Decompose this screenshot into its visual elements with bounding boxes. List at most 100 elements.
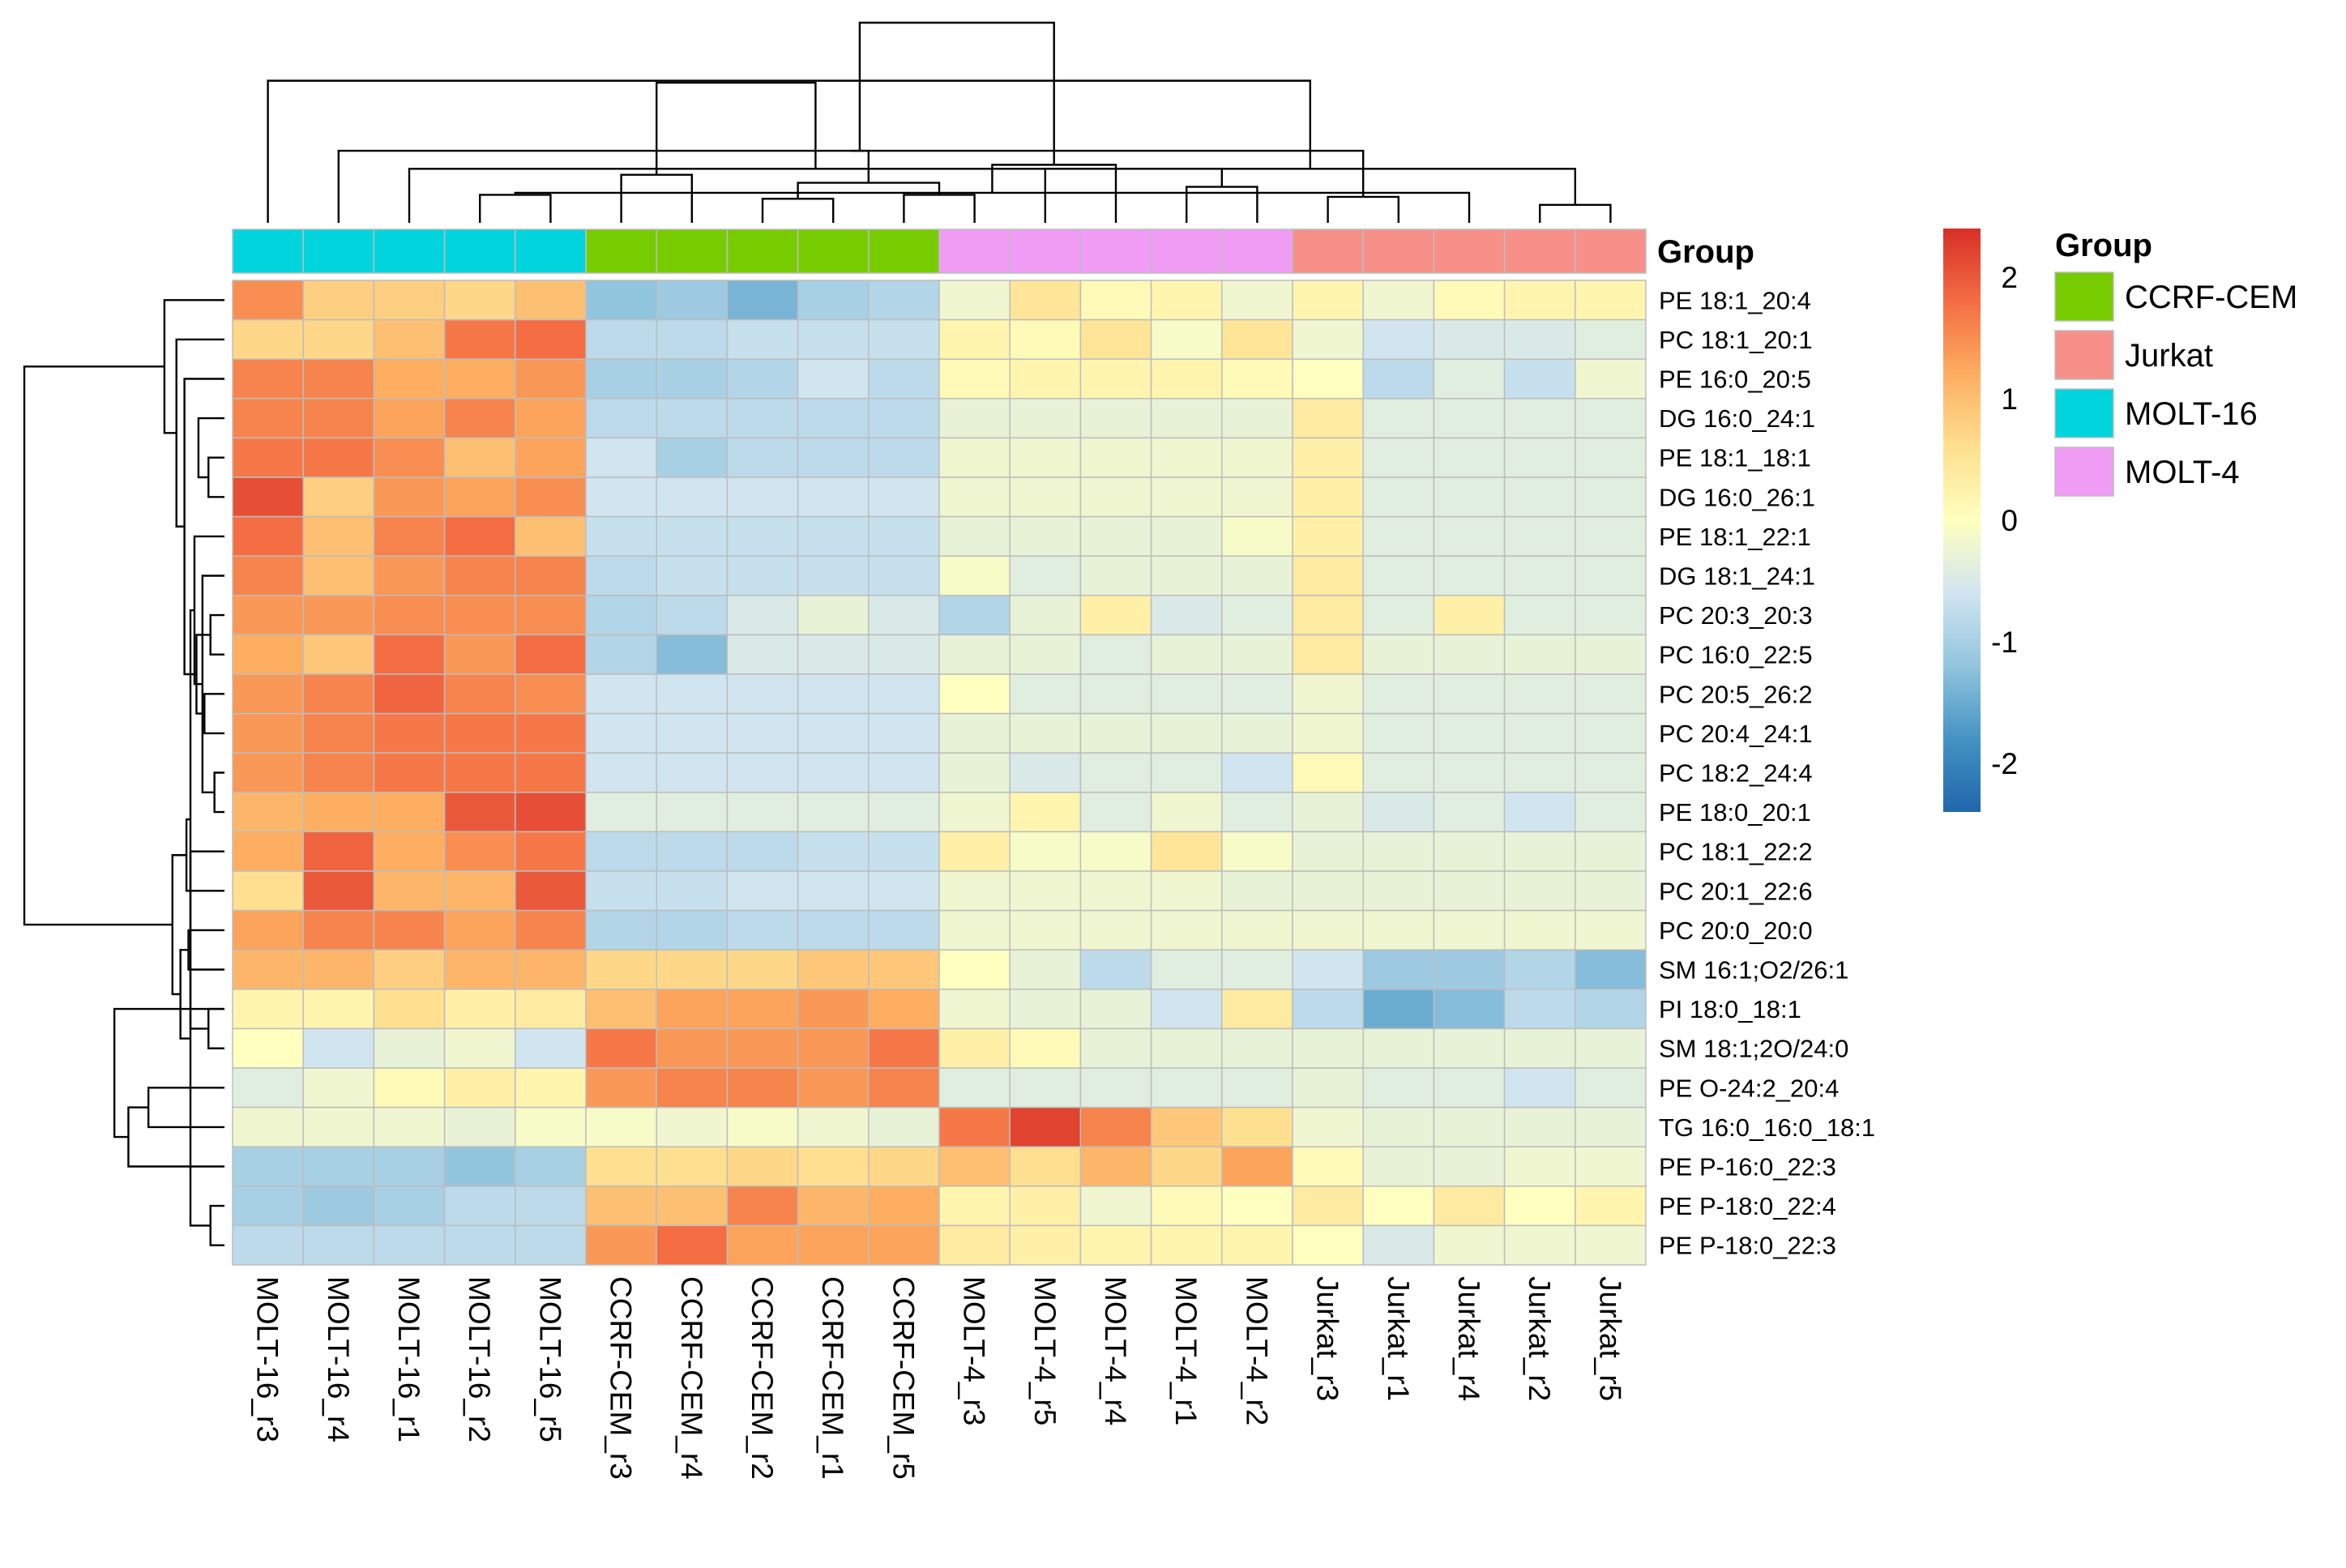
heatmap-cell <box>726 792 799 833</box>
heatmap-cell <box>443 1067 516 1109</box>
heatmap-cell <box>868 792 940 833</box>
heatmap-cell <box>1150 870 1223 912</box>
heatmap-cell <box>585 831 657 872</box>
heatmap-cell <box>797 1028 870 1069</box>
heatmap-cell <box>868 870 940 912</box>
heatmap-cell <box>868 358 940 399</box>
heatmap-cell <box>656 712 729 754</box>
heatmap-cell <box>515 712 587 754</box>
heatmap-cell <box>232 398 304 439</box>
heatmap-cell <box>1362 1224 1435 1266</box>
heatmap-cell <box>726 634 799 675</box>
heatmap-cell <box>1575 831 1647 872</box>
color-scale-tick-label: 2 <box>2001 261 2018 294</box>
heatmap-cell <box>1009 752 1082 793</box>
heatmap-cell <box>373 476 446 518</box>
heatmap-cell <box>868 712 940 754</box>
heatmap-cell <box>1009 280 1082 321</box>
group-annotation-cell <box>302 229 375 274</box>
heatmap-cell <box>1503 476 1576 518</box>
heatmap-cell <box>1575 318 1647 360</box>
heatmap-cell <box>302 792 375 833</box>
heatmap-cell <box>1433 595 1506 636</box>
heatmap-cell <box>1150 280 1223 321</box>
group-legend-label: MOLT-4 <box>2125 455 2240 490</box>
dendrogram-branch <box>991 164 1117 223</box>
heatmap-cell <box>1292 792 1364 833</box>
heatmap-cell <box>302 870 375 912</box>
column-label: Jurkat_r3 <box>1311 1276 1344 1401</box>
heatmap-cell <box>1362 712 1435 754</box>
heatmap-cell <box>1575 712 1647 754</box>
heatmap-cell <box>726 949 799 990</box>
group-annotation-bar <box>232 229 1647 274</box>
heatmap-cell <box>232 634 304 675</box>
heatmap-cell <box>515 555 587 596</box>
heatmap-cell <box>585 476 657 518</box>
heatmap-cell <box>656 752 729 793</box>
heatmap-cell <box>443 989 516 1030</box>
heatmap-cell <box>443 595 516 636</box>
heatmap-cell <box>302 358 375 399</box>
heatmap-cell <box>938 909 1011 951</box>
heatmap-cell <box>656 1186 729 1227</box>
dendrogram-branch <box>209 1204 224 1246</box>
heatmap-cell <box>1575 1224 1647 1266</box>
dendrogram-branch <box>656 81 817 175</box>
heatmap-cell <box>868 673 940 715</box>
group-annotation-cell <box>1221 229 1293 274</box>
annotation-title: Group <box>1657 234 1754 270</box>
heatmap-cell <box>585 870 657 912</box>
heatmap-cell <box>868 1067 940 1109</box>
heatmap-cell <box>726 476 799 518</box>
heatmap-cell <box>373 1224 446 1266</box>
heatmap-cell <box>726 398 799 439</box>
heatmap-cell <box>1292 318 1364 360</box>
heatmap-cell <box>443 1186 516 1227</box>
heatmap-cell <box>1292 949 1364 990</box>
heatmap-cell <box>868 1146 940 1187</box>
heatmap-cell <box>656 792 729 833</box>
heatmap-cell <box>515 989 587 1030</box>
group-legend: Group CCRF-CEM Jurkat MOLT-16 MOLT-4 <box>2054 228 2297 497</box>
heatmap-cell <box>1079 318 1152 360</box>
heatmap-cell <box>585 1146 657 1187</box>
heatmap-cell <box>1433 1106 1506 1147</box>
heatmap-cell <box>1575 752 1647 793</box>
heatmap-cell <box>302 1146 375 1187</box>
heatmap-cell <box>868 437 940 478</box>
column-label: MOLT-4_r4 <box>1099 1276 1132 1425</box>
heatmap-cell <box>1362 831 1435 872</box>
heatmap-cell <box>1150 398 1223 439</box>
heatmap-cell <box>1221 515 1293 557</box>
heatmap-cell <box>1362 318 1435 360</box>
heatmap-cell <box>1009 1186 1082 1227</box>
heatmap-cell <box>1009 1028 1082 1069</box>
heatmap-cell <box>515 280 587 321</box>
heatmap-cell <box>938 1146 1011 1187</box>
heatmap-cell <box>938 634 1011 675</box>
heatmap-cell <box>1433 1224 1506 1266</box>
column-label: MOLT-16_r3 <box>251 1276 284 1442</box>
heatmap-cell <box>938 870 1011 912</box>
heatmap-cell <box>797 949 870 990</box>
heatmap-cell <box>1575 989 1647 1030</box>
heatmap-cell <box>726 1106 799 1147</box>
heatmap-cell <box>1221 712 1293 754</box>
heatmap-cell <box>585 555 657 596</box>
heatmap-cell <box>373 437 446 478</box>
group-annotation-cell <box>443 229 516 274</box>
heatmap-cell <box>1009 437 1082 478</box>
heatmap-cell <box>373 1067 446 1109</box>
dendrogram-branch <box>201 575 224 793</box>
heatmap-cell <box>1503 634 1576 675</box>
column-label: MOLT-4_r2 <box>1240 1276 1273 1425</box>
heatmap-cell <box>1433 398 1506 439</box>
heatmap-cell <box>1009 792 1082 833</box>
heatmap-cell <box>515 318 587 360</box>
heatmap-cell <box>373 1146 446 1187</box>
heatmap-cell <box>1150 792 1223 833</box>
heatmap-cell <box>1009 1146 1082 1187</box>
heatmap-cell <box>1503 909 1576 951</box>
heatmap-cell <box>868 1224 940 1266</box>
